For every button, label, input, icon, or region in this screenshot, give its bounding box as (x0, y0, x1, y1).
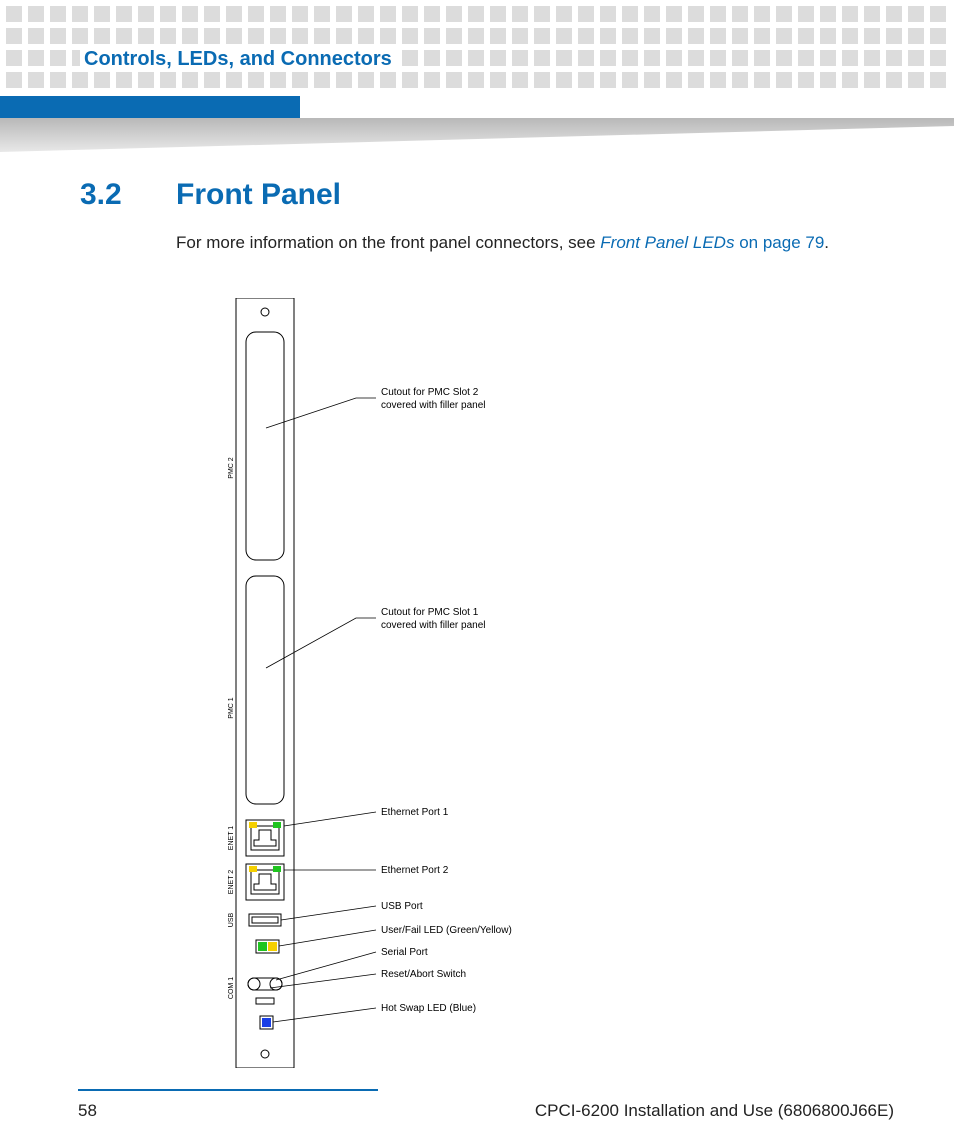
header-gray-wedge (0, 118, 954, 152)
callout-eth2: Ethernet Port 2 (381, 865, 449, 876)
intro-suffix: on page 79 (734, 233, 824, 252)
page-footer: 58 CPCI-6200 Installation and Use (68068… (78, 1101, 894, 1121)
intro-prefix: For more information on the front panel … (176, 233, 600, 252)
callout-pmc2-l1: Cutout for PMC Slot 2 (381, 387, 479, 398)
label-enet2: ENET 2 (228, 869, 235, 893)
intro-paragraph: For more information on the front panel … (176, 230, 894, 256)
footer-rule (78, 1089, 378, 1091)
callout-pmc1-l2: covered with filler panel (381, 620, 486, 631)
xref-link[interactable]: Front Panel LEDs (600, 233, 734, 252)
section-number: 3.2 (80, 178, 176, 212)
callout-usb: USB Port (381, 901, 423, 912)
label-com1: COM 1 (228, 976, 235, 998)
header-blue-bar (0, 96, 300, 118)
label-usb: USB (228, 912, 235, 927)
chapter-title: Controls, LEDs, and Connectors (80, 48, 396, 71)
content-area: 3.2 Front Panel For more information on … (80, 178, 894, 1068)
callout-serial: Serial Port (381, 947, 428, 958)
label-pmc1: PMC 1 (228, 697, 235, 719)
front-panel-diagram: PMC 2 PMC 1 ENET 1 ENET 2 USB COM 1 Cuto… (176, 298, 894, 1068)
section-heading: 3.2 Front Panel (80, 178, 894, 212)
label-enet1: ENET 1 (228, 825, 235, 849)
section-title: Front Panel (176, 178, 341, 212)
callout-pmc1-l1: Cutout for PMC Slot 1 (381, 607, 479, 618)
doc-title: CPCI-6200 Installation and Use (6806800J… (535, 1101, 894, 1121)
callout-reset: Reset/Abort Switch (381, 969, 466, 980)
intro-period: . (824, 233, 829, 252)
callout-pmc2-l2: covered with filler panel (381, 400, 486, 411)
callout-userfail: User/Fail LED (Green/Yellow) (381, 925, 512, 936)
callout-eth1: Ethernet Port 1 (381, 807, 449, 818)
page-number: 58 (78, 1101, 97, 1121)
label-pmc2: PMC 2 (228, 457, 235, 479)
callout-hotswap: Hot Swap LED (Blue) (381, 1003, 476, 1014)
